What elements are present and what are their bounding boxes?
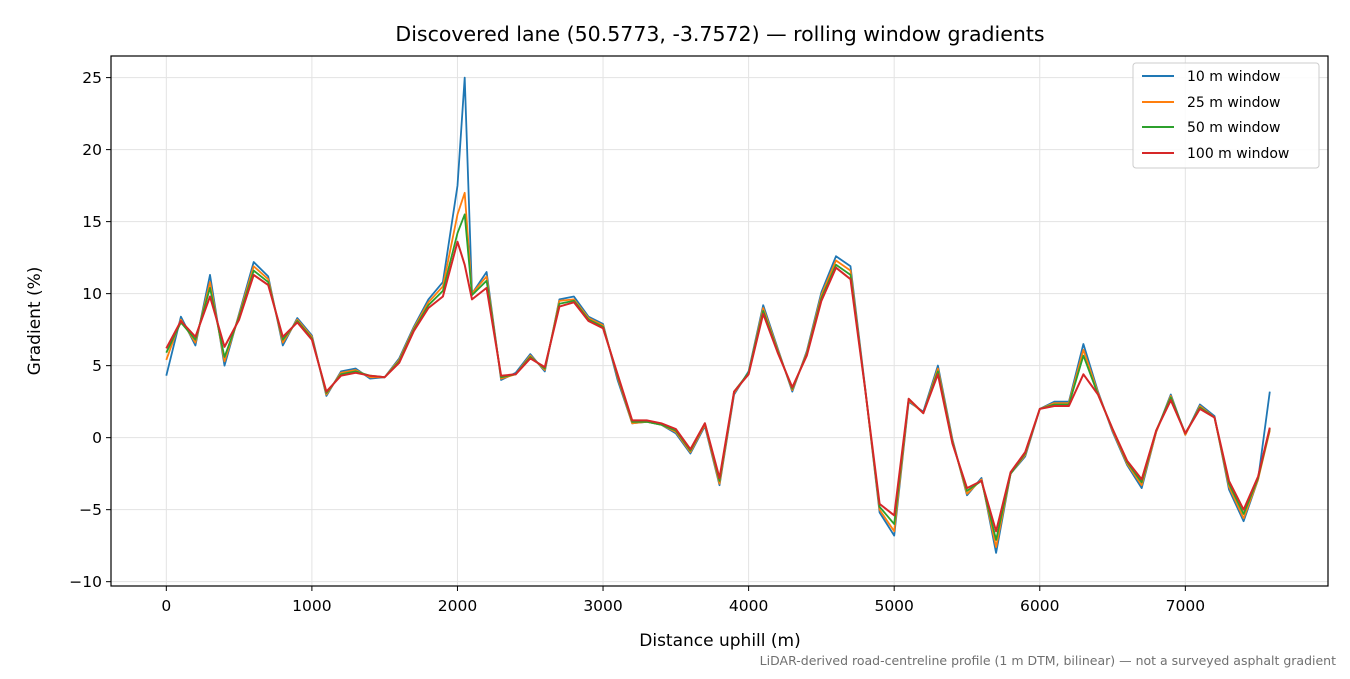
legend-label-100m: 100 m window	[1187, 146, 1289, 162]
x-tick-label: 7000	[1166, 597, 1205, 615]
x-axis-label: Distance uphill (m)	[639, 631, 800, 651]
legend-label-25m: 25 m window	[1187, 95, 1280, 111]
x-tick-label: 6000	[1020, 597, 1059, 615]
tick-layer: 0 1000 2000 3000 4000 5000 6000 7000 −10 −5 0 5 10 15…	[69, 69, 1205, 615]
y-tick-label: 15	[82, 213, 102, 231]
series-layer	[165, 76, 1271, 554]
y-tick-label: −5	[79, 501, 102, 519]
series-line-3	[165, 240, 1271, 533]
y-tick-label: 10	[82, 285, 102, 303]
y-axis-label: Gradient (%)	[25, 267, 45, 376]
y-tick-label: 5	[92, 357, 102, 375]
plot-frame	[110, 55, 1329, 587]
x-tick-label: 2000	[438, 597, 477, 615]
x-tick-label: 5000	[874, 597, 913, 615]
x-tick-label: 0	[161, 597, 171, 615]
x-tick-label: 1000	[292, 597, 331, 615]
legend-label-50m: 50 m window	[1187, 120, 1280, 136]
chart-footnote: LiDAR-derived road-centreline profile (1…	[760, 653, 1336, 668]
legend-frame	[1132, 62, 1320, 169]
y-tick-label: 25	[82, 69, 102, 87]
x-tick-label: 3000	[583, 597, 622, 615]
legend-label-10m: 10 m window	[1187, 69, 1280, 85]
chart-title: Discovered lane (50.5773, -3.7572) — rol…	[395, 22, 1044, 46]
x-tick-label: 4000	[729, 597, 768, 615]
y-tick-label: −10	[69, 573, 102, 591]
y-tick-label: 0	[92, 429, 102, 447]
y-tick-label: 20	[82, 141, 102, 159]
chart-legend: 10 m window 25 m window 50 m window 100 …	[1132, 62, 1320, 169]
